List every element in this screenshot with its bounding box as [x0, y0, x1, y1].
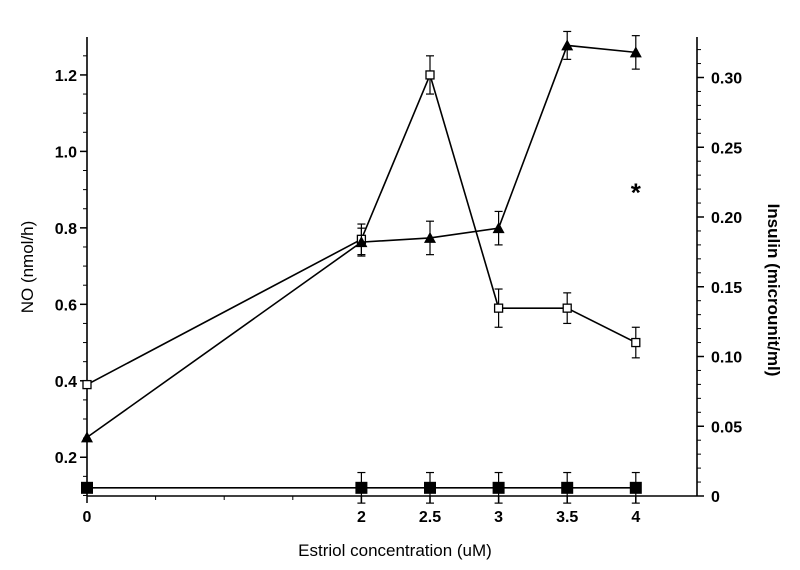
data-point [492, 222, 505, 234]
y-left-axis-title: NO (nmol/h) [18, 221, 37, 314]
y-right-axis-title: Insulin (microunit/ml) [764, 204, 783, 377]
significance-asterisk: * [631, 178, 642, 208]
y-left-tick-label: 1.2 [55, 68, 77, 85]
x-axis-title: Estriol concentration (uM) [298, 541, 492, 560]
x-tick-label: 3 [494, 509, 503, 526]
data-point [355, 481, 368, 494]
series-open-square [82, 55, 641, 390]
data-point [355, 236, 368, 248]
data-point [81, 481, 93, 494]
data-point [493, 303, 504, 313]
y-right-tick-label: 0.25 [711, 140, 742, 157]
data-point [562, 303, 572, 313]
plot-frame [86, 37, 698, 497]
y-left-tick-label: 1.0 [55, 144, 77, 161]
y-left-tick-label: 0.4 [55, 374, 77, 391]
x-tick-label: 2 [357, 509, 366, 526]
x-tick-label: 0 [83, 509, 92, 526]
x-tick-label: 3.5 [556, 509, 578, 526]
data-point [631, 337, 641, 348]
y-left-tick-label: 0.8 [55, 221, 77, 238]
y-right-tick-label: 0.05 [711, 419, 742, 436]
series-layer: * [81, 30, 642, 504]
data-point [561, 481, 574, 494]
data-point [424, 231, 436, 243]
data-point [424, 481, 436, 494]
data-point [561, 39, 574, 51]
series-filled-square [81, 471, 642, 504]
data-point [425, 70, 435, 80]
axes-layer: 0 2 2.5 3 3.5 4 0.2 0.4 0.6 0.8 1.0 1.2 0 0.05 0.10 0.1… [55, 49, 742, 526]
x-tick-label: 4 [631, 509, 640, 526]
y-left-tick-label: 0.2 [55, 450, 77, 467]
y-right-tick-label: 0.10 [711, 350, 742, 367]
y-right-tick-label: 0.30 [711, 71, 742, 88]
data-point [82, 379, 92, 390]
data-point [629, 46, 642, 58]
x-tick-label: 2.5 [419, 509, 441, 526]
series-line [86, 72, 637, 386]
data-point [492, 481, 505, 494]
series-filled-triangle [81, 30, 642, 443]
series-line [86, 44, 636, 439]
y-right-tick-label: 0.15 [711, 280, 742, 297]
y-left-tick-label: 0.6 [55, 297, 77, 314]
data-point [81, 431, 93, 443]
y-right-tick-label: 0.20 [711, 210, 742, 227]
y-right-tick-label: 0 [711, 489, 720, 506]
data-point [629, 481, 642, 494]
